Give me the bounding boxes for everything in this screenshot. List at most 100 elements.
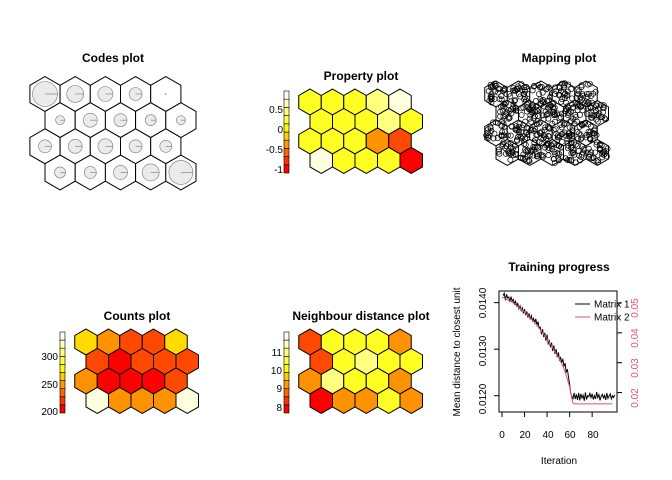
counts-plot (59, 328, 199, 415)
mapping-point (505, 115, 512, 122)
property-legend-tick: 0.5 (269, 105, 283, 116)
mapping-point (530, 143, 537, 150)
mapping-point (593, 141, 600, 148)
mapping-point (485, 134, 492, 141)
mapping-point (565, 109, 571, 116)
mapping-point (537, 84, 544, 91)
mapping-point (579, 143, 585, 150)
mapping-point (502, 100, 509, 107)
mapping-point (506, 90, 513, 97)
mapping-point (556, 115, 563, 122)
mapping-point (529, 146, 536, 153)
mapping-point (544, 104, 551, 111)
counts-legend-swatch (59, 372, 66, 381)
mapping-point (505, 148, 512, 155)
mapping-point (534, 131, 541, 138)
mapping-point (526, 151, 533, 158)
mapping-point (597, 146, 604, 153)
counts-legend-swatch (59, 347, 66, 357)
mapping-point (575, 91, 582, 98)
property-legend-tick: 0 (277, 125, 283, 136)
mapping-point (586, 90, 592, 97)
mapping-point (519, 87, 526, 94)
mapping-point (593, 112, 600, 119)
mapping-point (538, 128, 545, 135)
mapping-point (536, 120, 542, 127)
mapping-point (553, 88, 560, 94)
mapping-point (530, 115, 537, 122)
mapping-point (542, 124, 549, 131)
mapping-point (531, 139, 538, 146)
y-right-tick-label: 0.03 (630, 358, 641, 378)
mapping-point (488, 90, 495, 97)
mapping-point (568, 139, 575, 146)
mapping-point (506, 113, 512, 120)
mapping-point (488, 96, 495, 103)
neighbour-legend-tick: 9 (276, 384, 282, 395)
mapping-point (561, 91, 568, 98)
mapping-point (574, 143, 581, 149)
training-progress-title: Training progress (508, 260, 610, 274)
codes-plot-title: Codes plot (82, 51, 144, 65)
mapping-point (536, 83, 543, 90)
mapping-point (575, 88, 582, 95)
property-legend-swatch (283, 98, 290, 108)
mapping-point (556, 133, 563, 140)
mapping-point (584, 105, 591, 112)
mapping-point (512, 104, 519, 111)
property-plot (283, 88, 423, 175)
property-legend-swatch (283, 90, 290, 100)
mapping-point (599, 154, 606, 161)
mapping-point (563, 120, 570, 127)
mapping-point (495, 120, 501, 126)
mapping-point (561, 94, 568, 101)
mapping-point (532, 126, 539, 133)
x-tick-label: 80 (587, 430, 599, 441)
counts-legend-swatch (59, 380, 66, 390)
mapping-point (578, 154, 585, 161)
mapping-point (549, 146, 556, 152)
mapping-point (531, 83, 538, 90)
mapping-point (584, 93, 591, 100)
neighbour-legend-swatch (283, 347, 290, 357)
mapping-point (523, 129, 530, 136)
neighbour-hex-unit (399, 386, 423, 415)
neighbour-legend-swatch (283, 396, 290, 406)
codes-segment-marker (165, 93, 167, 95)
neighbour-legend-swatch (283, 372, 290, 381)
x-tick-label: 20 (519, 430, 531, 441)
mapping-point (585, 129, 592, 135)
mapping-point (593, 108, 600, 115)
mapping-point (540, 99, 547, 105)
mapping-point (551, 104, 558, 111)
mapping-point (545, 152, 552, 159)
mapping-point (511, 87, 518, 94)
mapping-point (485, 133, 492, 140)
mapping-point (533, 120, 540, 127)
property-legend-swatch (283, 156, 290, 166)
mapping-point (543, 112, 550, 118)
mapping-point (539, 112, 546, 119)
neighbour-legend-swatch (283, 380, 290, 390)
neighbour-legend-tick: 10 (271, 366, 283, 377)
legend-label-matrix-2: Matrix 2 (594, 313, 630, 324)
mapping-point (568, 86, 575, 93)
neighbour-legend-swatch (283, 355, 290, 365)
counts-legend-tick: 200 (41, 407, 58, 418)
neighbour-legend-swatch (283, 339, 290, 349)
y-axis-label: Mean distance to closest unit (452, 287, 463, 416)
mapping-point (497, 108, 504, 115)
mapping-point (520, 151, 527, 158)
mapping-point (488, 94, 495, 101)
mapping-point (579, 151, 585, 158)
mapping-point (503, 143, 510, 150)
counts-legend-swatch (59, 404, 66, 414)
mapping-point (537, 119, 544, 126)
neighbour-legend-swatch (283, 331, 290, 341)
mapping-point (568, 150, 575, 157)
property-legend-swatch (283, 107, 290, 116)
counts-plot-title: Counts plot (104, 309, 171, 323)
x-tick-label: 0 (499, 430, 505, 441)
mapping-point (517, 154, 524, 161)
mapping-point (490, 135, 497, 142)
